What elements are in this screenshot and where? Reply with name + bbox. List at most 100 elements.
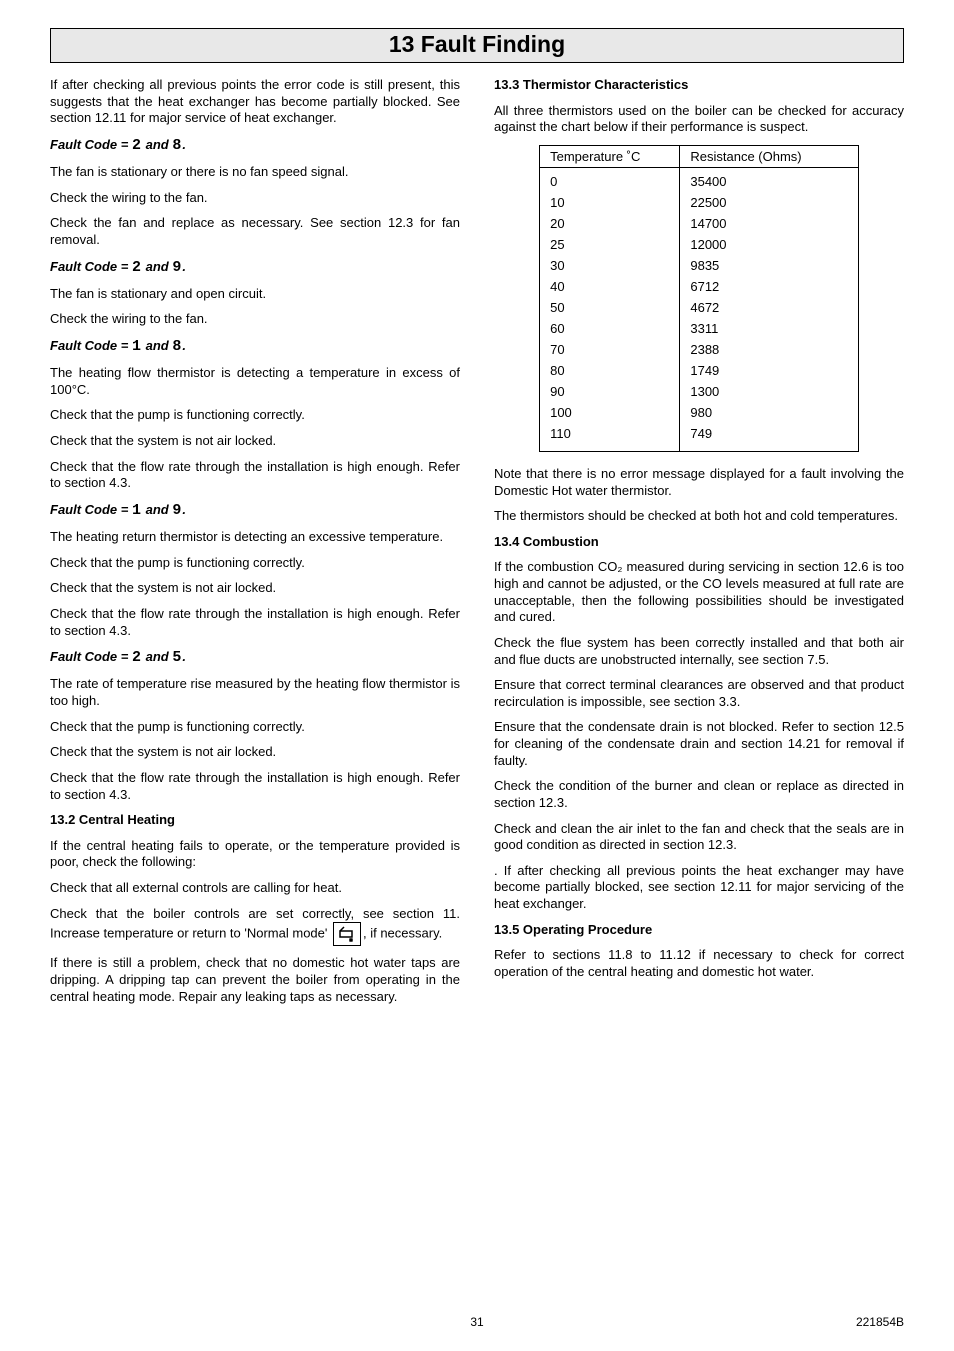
table-row: 309835 <box>540 255 859 276</box>
body-text: Check the flue system has been correctly… <box>494 635 904 668</box>
cell-res: 35400 <box>680 167 859 192</box>
body-text: The heating return thermistor is detecti… <box>50 529 460 546</box>
cell-temp: 40 <box>540 276 680 297</box>
body-text: The rate of temperature rise measured by… <box>50 676 460 709</box>
fault-and: and <box>142 338 172 353</box>
page-number: 31 <box>50 1315 904 1329</box>
cell-res: 6712 <box>680 276 859 297</box>
cell-res: 3311 <box>680 318 859 339</box>
fault-digit: 5 <box>172 649 182 666</box>
table-row: 801749 <box>540 360 859 381</box>
fault-dot: . <box>182 259 186 274</box>
fault-code-heading: Fault Code = 1 and 8. <box>50 337 460 356</box>
fault-digit: 9 <box>172 259 182 276</box>
fault-label: Fault Code = <box>50 137 132 152</box>
body-text: Check that the system is not air locked. <box>50 744 460 761</box>
right-column: 13.3 Thermistor Characteristics All thre… <box>494 77 904 1014</box>
fault-digit: 8 <box>172 137 182 154</box>
body-text: The fan is stationary or there is no fan… <box>50 164 460 181</box>
fault-code-heading: Fault Code = 2 and 5. <box>50 648 460 667</box>
body-text: Check that the system is not air locked. <box>50 580 460 597</box>
subsection-heading: 13.2 Central Heating <box>50 812 460 829</box>
cell-temp: 70 <box>540 339 680 360</box>
cell-temp: 20 <box>540 213 680 234</box>
body-text: Ensure that correct terminal clearances … <box>494 677 904 710</box>
body-text: Note that there is no error message disp… <box>494 466 904 499</box>
body-text: Check the wiring to the fan. <box>50 190 460 207</box>
cell-res: 2388 <box>680 339 859 360</box>
body-text: . If after checking all previous points … <box>494 863 904 913</box>
cell-temp: 25 <box>540 234 680 255</box>
body-text: Check the wiring to the fan. <box>50 311 460 328</box>
body-text: Check the condition of the burner and cl… <box>494 778 904 811</box>
subsection-heading: 13.5 Operating Procedure <box>494 922 904 939</box>
cell-temp: 10 <box>540 192 680 213</box>
thermistor-table: Temperature ˚C Resistance (Ohms) 035400 … <box>539 145 859 452</box>
table-row: 035400 <box>540 167 859 192</box>
subsection-heading: 13.4 Combustion <box>494 534 904 551</box>
body-text: Check that the boiler controls are set c… <box>50 906 460 947</box>
body-text: Refer to sections 11.8 to 11.12 if neces… <box>494 947 904 980</box>
body-text: The heating flow thermistor is detecting… <box>50 365 460 398</box>
normal-mode-icon <box>333 922 361 946</box>
body-text: Check that the flow rate through the ins… <box>50 770 460 803</box>
table-row: 603311 <box>540 318 859 339</box>
body-text-part: , if necessary. <box>363 926 442 941</box>
section-header-box: 13 Fault Finding <box>50 28 904 63</box>
table-header-temp: Temperature ˚C <box>540 145 680 167</box>
thermistor-table-body: 035400 1022500 2014700 2512000 309835 40… <box>540 167 859 451</box>
subsection-heading: 13.3 Thermistor Characteristics <box>494 77 904 94</box>
fault-label: Fault Code = <box>50 502 132 517</box>
cell-res: 749 <box>680 423 859 452</box>
body-text: If the central heating fails to operate,… <box>50 838 460 871</box>
cell-res: 9835 <box>680 255 859 276</box>
fault-digit: 9 <box>172 502 182 519</box>
body-text: Ensure that the condensate drain is not … <box>494 719 904 769</box>
cell-temp: 80 <box>540 360 680 381</box>
fault-and: and <box>142 259 172 274</box>
table-row: 1022500 <box>540 192 859 213</box>
table-header-resistance: Resistance (Ohms) <box>680 145 859 167</box>
two-column-layout: If after checking all previous points th… <box>50 77 904 1014</box>
table-row: 2014700 <box>540 213 859 234</box>
body-text: The fan is stationary and open circuit. <box>50 286 460 303</box>
fault-digit: 8 <box>172 338 182 355</box>
body-text: Check that the flow rate through the ins… <box>50 459 460 492</box>
cell-res: 14700 <box>680 213 859 234</box>
fault-label: Fault Code = <box>50 338 132 353</box>
fault-digit: 1 <box>132 502 142 519</box>
cell-res: 980 <box>680 402 859 423</box>
page-footer: 31 221854B <box>50 1315 904 1329</box>
body-text: Check that the pump is functioning corre… <box>50 719 460 736</box>
body-text: Check that the system is not air locked. <box>50 433 460 450</box>
cell-res: 12000 <box>680 234 859 255</box>
cell-temp: 30 <box>540 255 680 276</box>
body-text: Check and clean the air inlet to the fan… <box>494 821 904 854</box>
fault-label: Fault Code = <box>50 259 132 274</box>
cell-res: 1749 <box>680 360 859 381</box>
cell-temp: 50 <box>540 297 680 318</box>
table-row: 100980 <box>540 402 859 423</box>
cell-res: 22500 <box>680 192 859 213</box>
table-row: 702388 <box>540 339 859 360</box>
body-text: Check the fan and replace as necessary. … <box>50 215 460 248</box>
page: 13 Fault Finding If after checking all p… <box>0 0 954 1351</box>
fault-digit: 2 <box>132 649 142 666</box>
body-text: Check that the flow rate through the ins… <box>50 606 460 639</box>
body-text: If after checking all previous points th… <box>50 77 460 127</box>
table-row: 406712 <box>540 276 859 297</box>
fault-and: and <box>142 137 172 152</box>
cell-res: 4672 <box>680 297 859 318</box>
fault-digit: 2 <box>132 137 142 154</box>
fault-code-heading: Fault Code = 1 and 9. <box>50 501 460 520</box>
fault-dot: . <box>182 502 186 517</box>
left-column: If after checking all previous points th… <box>50 77 460 1014</box>
table-row: 2512000 <box>540 234 859 255</box>
body-text: The thermistors should be checked at bot… <box>494 508 904 525</box>
fault-digit: 2 <box>132 259 142 276</box>
cell-temp: 110 <box>540 423 680 452</box>
table-row: 504672 <box>540 297 859 318</box>
cell-temp: 60 <box>540 318 680 339</box>
cell-temp: 0 <box>540 167 680 192</box>
body-text: Check that all external controls are cal… <box>50 880 460 897</box>
